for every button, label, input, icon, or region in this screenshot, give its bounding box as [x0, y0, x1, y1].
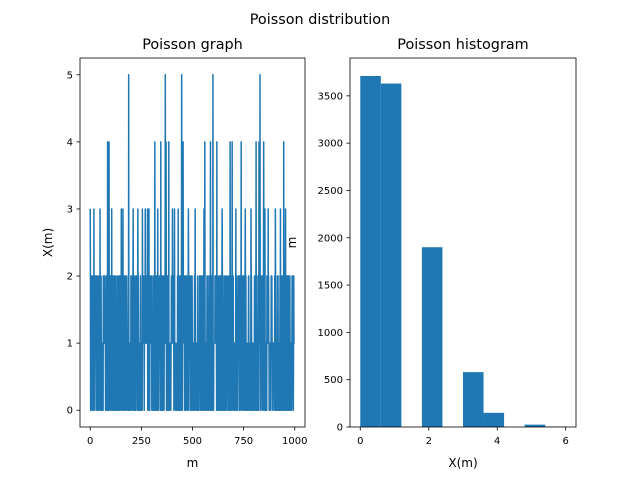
y-tick-label: 3: [67, 204, 73, 215]
poisson-histogram-title: Poisson histogram: [397, 37, 528, 53]
poisson-graph-title: Poisson graph: [142, 37, 243, 53]
x-tick-label: 4: [494, 436, 500, 447]
y-tick-label: 1500: [318, 281, 343, 292]
figure-suptitle: Poisson distribution: [250, 12, 390, 28]
poisson-histogram-ylabel: m: [285, 237, 299, 249]
y-tick-label: 0: [337, 423, 343, 434]
y-tick-label: 500: [324, 375, 343, 386]
x-tick-label: 750: [234, 436, 253, 447]
y-tick-label: 1: [67, 339, 73, 350]
y-tick-label: 0: [67, 406, 73, 417]
x-tick-label: 0: [87, 436, 93, 447]
histogram-bar: [484, 413, 505, 427]
x-tick-label: 500: [183, 436, 202, 447]
y-tick-label: 2000: [318, 233, 343, 244]
y-tick-label: 5: [67, 70, 73, 81]
histogram-bar: [422, 247, 443, 427]
poisson-graph-ylabel: X(m): [41, 228, 55, 257]
x-tick-label: 2: [426, 436, 432, 447]
x-tick-label: 6: [563, 436, 569, 447]
x-tick-label: 250: [132, 436, 151, 447]
y-tick-label: 3000: [318, 139, 343, 150]
x-tick-label: 0: [357, 436, 363, 447]
histogram-bar: [463, 372, 484, 427]
y-tick-label: 4: [67, 137, 73, 148]
y-tick-label: 2: [67, 272, 73, 283]
y-tick-label: 1000: [318, 328, 343, 339]
poisson-graph-xlabel: m: [187, 456, 199, 470]
histogram-bar: [360, 76, 381, 427]
poisson-histogram-xlabel: X(m): [448, 456, 477, 470]
x-tick-label: 1000: [282, 436, 307, 447]
y-tick-label: 2500: [318, 186, 343, 197]
y-tick-label: 3500: [318, 91, 343, 102]
histogram-bar: [381, 84, 402, 427]
